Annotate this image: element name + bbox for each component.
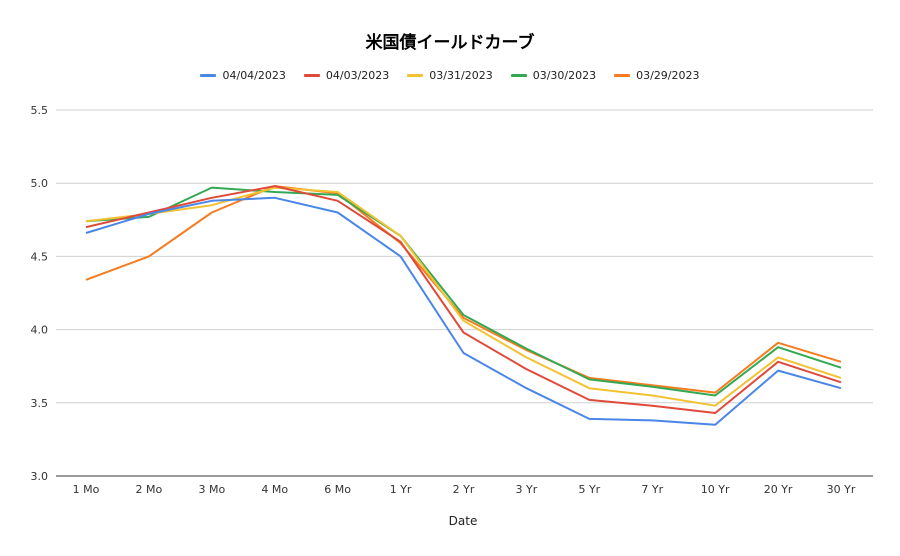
legend-item: 04/04/2023 — [200, 69, 286, 82]
y-tick-label: 4.0 — [31, 324, 49, 337]
x-tick-label: 4 Mo — [261, 483, 288, 496]
x-axis-title: Date — [449, 514, 478, 528]
x-tick-label: 2 Yr — [453, 483, 475, 496]
x-tick-label: 3 Yr — [516, 483, 538, 496]
legend-item: 03/31/2023 — [407, 69, 493, 82]
gridlines — [56, 109, 873, 477]
x-tick-label: 1 Mo — [73, 483, 100, 496]
legend-swatch — [614, 74, 631, 77]
series-line — [85, 186, 842, 407]
legend-item: 04/03/2023 — [303, 69, 390, 82]
legend-label: 03/31/2023 — [429, 69, 493, 82]
x-axis-ticks: 1 Mo 2 Mo 3 Mo 4 Mo 6 Mo 1 Yr 2 Yr 3 Yr 5 Yr 7 Yr… — [73, 483, 856, 496]
y-tick-label: 5.0 — [31, 177, 49, 190]
legend-swatch — [407, 74, 424, 77]
x-tick-label: 30 Yr — [827, 483, 856, 496]
x-tick-label: 20 Yr — [764, 483, 793, 496]
series-line — [85, 196, 842, 426]
legend-label: 03/30/2023 — [532, 69, 597, 82]
legend-label: 04/03/2023 — [325, 69, 390, 82]
legend: 04/04/2023 04/03/2023 03/31/2023 03/30/2023… — [0, 69, 900, 82]
legend-swatch — [510, 74, 527, 77]
x-tick-label: 5 Yr — [578, 483, 600, 496]
legend-item: 03/30/2023 — [510, 69, 597, 82]
series-line — [85, 186, 842, 397]
x-tick-label: 6 Mo — [324, 483, 351, 496]
x-tick-label: 3 Mo — [198, 483, 225, 496]
series-line — [85, 185, 842, 414]
x-tick-label: 7 Yr — [641, 483, 663, 496]
y-tick-label: 3.0 — [31, 470, 49, 483]
series-lines — [85, 185, 842, 426]
y-tick-label: 4.5 — [31, 250, 49, 263]
legend-label: 03/29/2023 — [636, 69, 700, 82]
x-tick-label: 1 Yr — [390, 483, 412, 496]
x-tick-label: 2 Mo — [136, 483, 163, 496]
y-tick-label: 3.5 — [31, 397, 49, 410]
chart-title: 米国債イールドカーブ — [365, 33, 535, 53]
legend-item: 03/29/2023 — [614, 69, 700, 82]
y-axis-ticks: 3.0 3.5 4.0 4.5 5.0 5.5 — [31, 104, 49, 483]
x-tick-label: 10 Yr — [701, 483, 730, 496]
legend-swatch — [200, 74, 217, 77]
y-tick-label: 5.5 — [31, 104, 49, 117]
legend-swatch — [303, 74, 320, 77]
legend-label: 04/04/2023 — [222, 69, 286, 82]
series-line — [85, 185, 842, 394]
